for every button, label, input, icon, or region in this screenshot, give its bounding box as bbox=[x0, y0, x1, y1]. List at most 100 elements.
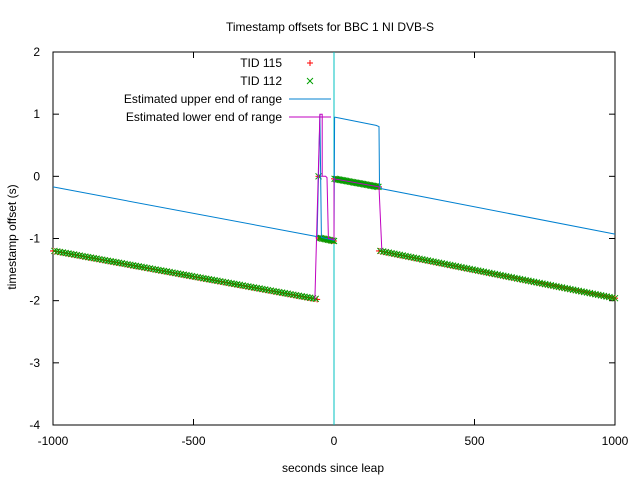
marker-stroke bbox=[112, 258, 120, 266]
marker-stroke bbox=[390, 250, 398, 258]
marker-stroke bbox=[219, 278, 227, 286]
marker-stroke bbox=[98, 256, 106, 264]
marker-stroke bbox=[273, 288, 280, 295]
marker-stroke bbox=[388, 249, 395, 257]
marker-stroke bbox=[107, 257, 114, 265]
marker-stroke bbox=[416, 255, 423, 263]
marker-stroke bbox=[222, 278, 230, 286]
marker-stroke bbox=[132, 262, 140, 270]
marker-stroke bbox=[424, 257, 432, 264]
marker-stroke bbox=[174, 270, 182, 277]
marker-stroke bbox=[230, 280, 238, 288]
marker-stroke bbox=[306, 77, 314, 85]
marker-stroke bbox=[312, 295, 320, 303]
marker-stroke bbox=[298, 292, 306, 300]
marker-stroke bbox=[589, 290, 597, 298]
marker-stroke bbox=[140, 264, 148, 271]
marker-stroke bbox=[455, 263, 462, 271]
marker-stroke bbox=[56, 248, 64, 256]
marker-stroke bbox=[594, 291, 602, 299]
marker-stroke bbox=[539, 280, 546, 287]
marker-stroke bbox=[427, 257, 434, 265]
marker-stroke bbox=[301, 293, 308, 301]
marker-stroke bbox=[65, 250, 72, 257]
marker-stroke bbox=[202, 275, 210, 283]
marker-stroke bbox=[480, 268, 488, 276]
marker-stroke bbox=[382, 248, 390, 256]
marker-stroke bbox=[569, 286, 577, 294]
marker-stroke bbox=[547, 281, 555, 289]
marker-stroke bbox=[471, 266, 479, 274]
marker-stroke bbox=[377, 247, 384, 255]
marker-stroke bbox=[488, 270, 496, 277]
marker-stroke bbox=[466, 265, 474, 273]
marker-stroke bbox=[413, 254, 421, 262]
marker-stroke bbox=[499, 272, 507, 280]
marker-stroke bbox=[513, 275, 521, 282]
marker-stroke bbox=[214, 277, 221, 285]
marker-stroke bbox=[597, 292, 605, 299]
marker-stroke bbox=[527, 277, 535, 285]
marker-stroke bbox=[536, 279, 543, 287]
legend-label: Estimated upper end of range bbox=[124, 92, 282, 106]
series-estimated-lower-end-of-range bbox=[314, 113, 383, 300]
marker-stroke bbox=[239, 282, 247, 289]
marker-stroke bbox=[87, 254, 95, 261]
marker-stroke bbox=[191, 273, 199, 281]
marker-stroke bbox=[561, 284, 569, 292]
marker-stroke bbox=[469, 266, 476, 273]
marker-stroke bbox=[278, 289, 286, 296]
legend-item-estimated-upper-end-of-range: Estimated upper end of range bbox=[124, 92, 331, 106]
marker-stroke bbox=[460, 264, 468, 272]
marker-stroke bbox=[494, 271, 502, 278]
marker-stroke bbox=[121, 260, 129, 268]
data-point bbox=[312, 295, 320, 303]
marker-stroke bbox=[379, 248, 387, 255]
marker-stroke bbox=[497, 271, 504, 279]
marker-stroke bbox=[129, 261, 137, 269]
marker-stroke bbox=[104, 257, 112, 265]
marker-stroke bbox=[430, 258, 437, 265]
y-tick-label: -2 bbox=[29, 294, 40, 308]
marker-stroke bbox=[73, 251, 81, 259]
marker-stroke bbox=[261, 286, 269, 293]
legend-marker bbox=[307, 60, 313, 66]
marker-stroke bbox=[93, 255, 100, 263]
marker-stroke bbox=[441, 260, 448, 268]
marker-stroke bbox=[330, 237, 338, 245]
marker-stroke bbox=[404, 253, 412, 260]
marker-stroke bbox=[421, 256, 429, 264]
marker-stroke bbox=[256, 285, 263, 292]
y-axis-label: timestamp offset (s) bbox=[5, 184, 19, 289]
marker-stroke bbox=[199, 274, 207, 282]
marker-stroke bbox=[541, 280, 549, 288]
marker-stroke bbox=[242, 282, 249, 290]
marker-stroke bbox=[505, 273, 513, 281]
marker-stroke bbox=[228, 280, 235, 287]
marker-stroke bbox=[463, 265, 471, 272]
marker-stroke bbox=[292, 291, 300, 299]
marker-stroke bbox=[225, 279, 232, 287]
marker-stroke bbox=[572, 286, 580, 294]
y-tick-label: -4 bbox=[29, 418, 40, 432]
marker-stroke bbox=[525, 277, 532, 285]
marker-stroke bbox=[67, 250, 75, 258]
x-tick-label: -1000 bbox=[38, 434, 69, 448]
marker-stroke bbox=[407, 253, 415, 261]
marker-stroke bbox=[438, 259, 446, 267]
marker-stroke bbox=[59, 249, 67, 256]
marker-stroke bbox=[600, 292, 608, 300]
legend-item-estimated-lower-end-of-range: Estimated lower end of range bbox=[126, 110, 331, 124]
marker-stroke bbox=[157, 267, 165, 274]
legend-label: TID 112 bbox=[240, 74, 282, 88]
marker-stroke bbox=[550, 282, 557, 290]
legend: TID 115 TID 112 Estimated upper end of ran… bbox=[124, 56, 331, 124]
marker-stroke bbox=[603, 293, 610, 300]
marker-stroke bbox=[90, 254, 98, 262]
marker-stroke bbox=[608, 294, 616, 301]
marker-stroke bbox=[432, 258, 440, 266]
legend-item-tid-112: TID 112 bbox=[240, 74, 314, 88]
marker-stroke bbox=[197, 274, 204, 282]
marker-stroke bbox=[516, 275, 524, 283]
